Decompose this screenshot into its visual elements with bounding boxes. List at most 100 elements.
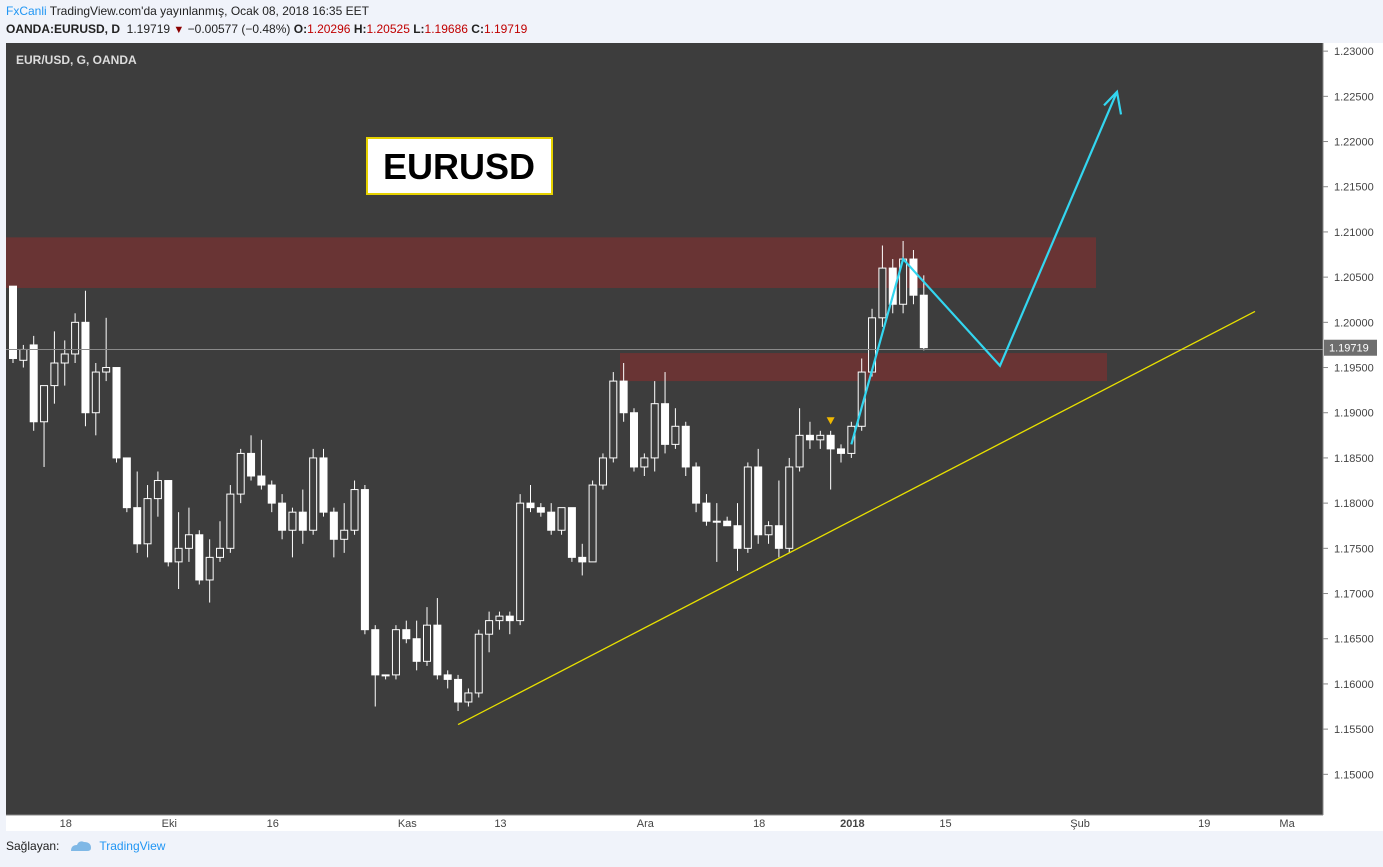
- candle: [267, 480, 276, 513]
- y-tick-label: 1.20500: [1334, 272, 1374, 284]
- candle: [454, 674, 463, 712]
- high-label: H:: [353, 22, 367, 36]
- candle: [640, 453, 649, 477]
- candle: [153, 471, 162, 517]
- candle-body: [692, 466, 701, 504]
- candle-body: [257, 475, 266, 486]
- candle-body: [630, 412, 638, 468]
- candle-body: [112, 367, 121, 459]
- candle-body: [267, 484, 276, 504]
- candle: [733, 503, 742, 571]
- tradingview-link[interactable]: TradingView: [69, 839, 165, 853]
- candle-body: [423, 624, 431, 662]
- candle-body: [319, 457, 328, 513]
- candle: [692, 462, 701, 513]
- candle-body: [909, 258, 918, 296]
- candle-body: [681, 425, 690, 468]
- candle-body: [122, 457, 131, 509]
- y-tick-label: 1.22500: [1334, 91, 1374, 103]
- candle-body: [226, 493, 235, 549]
- candle: [288, 507, 297, 558]
- x-tick-label: 2018: [840, 818, 864, 830]
- y-tick-label: 1.17000: [1334, 589, 1374, 601]
- candle: [847, 421, 856, 458]
- x-tick-label: 16: [267, 818, 279, 830]
- candle: [505, 611, 514, 635]
- candle-body: [247, 452, 256, 477]
- candle-body: [81, 321, 90, 414]
- candle: [412, 620, 421, 671]
- close-label: C:: [471, 22, 484, 36]
- candle: [184, 507, 193, 562]
- candle-body: [785, 466, 794, 549]
- candle: [578, 543, 587, 576]
- candle-body: [516, 502, 525, 622]
- candle: [712, 503, 721, 562]
- candle: [402, 620, 411, 644]
- chart-area[interactable]: 1.23000 1.22500 1.22000 1.21500 1.21000 1.205…: [0, 43, 1383, 831]
- candle: [598, 453, 607, 490]
- candle: [60, 340, 69, 386]
- candle: [764, 521, 773, 544]
- candle-body: [598, 457, 607, 486]
- x-tick-label: Ara: [637, 818, 655, 830]
- candle-body: [919, 294, 928, 349]
- candle-body: [578, 556, 587, 563]
- candle-body: [712, 520, 721, 523]
- candle-body: [567, 507, 576, 558]
- candle: [630, 408, 638, 472]
- y-tick-label: 1.16500: [1334, 634, 1374, 646]
- candle: [226, 485, 235, 553]
- candle: [195, 530, 204, 585]
- candle: [485, 611, 494, 653]
- candle: [650, 381, 659, 472]
- candle: [516, 494, 525, 626]
- candle-body: [723, 520, 732, 527]
- y-tick-label: 1.15000: [1334, 769, 1374, 781]
- candle-body: [754, 466, 763, 536]
- ohlc-line: OANDA:EURUSD, D 1.19719 ▼ −0.00577 (−0.4…: [6, 22, 527, 36]
- candle-body: [774, 525, 783, 549]
- candle: [371, 625, 380, 707]
- time-axis[interactable]: [6, 815, 1383, 831]
- candle-body: [205, 556, 214, 581]
- low-value: 1.19686: [424, 22, 468, 36]
- candle-body: [433, 624, 442, 676]
- projection-arrowhead: [1103, 89, 1123, 115]
- candle-body: [474, 633, 483, 694]
- candle-body: [236, 452, 245, 495]
- candle: [526, 485, 535, 513]
- candle: [81, 290, 90, 427]
- candle: [71, 313, 80, 364]
- price-chart[interactable]: 1.23000 1.22500 1.22000 1.21500 1.21000 1.205…: [0, 43, 1383, 831]
- low-label: L:: [413, 22, 425, 36]
- candle: [443, 670, 452, 689]
- last-price: 1.19719: [126, 22, 171, 36]
- candle-body: [350, 489, 359, 531]
- candle: [919, 275, 928, 351]
- signal-marker: [826, 417, 835, 425]
- candle-body: [661, 403, 670, 445]
- candle-body: [671, 425, 680, 445]
- published-text: TradingView.com'da yayınlanmış, Ocak 08,…: [46, 4, 369, 18]
- trendline: [457, 310, 1256, 726]
- candle: [474, 629, 483, 698]
- candle-body: [609, 380, 618, 459]
- candle: [50, 331, 59, 404]
- candle: [329, 507, 338, 558]
- down-arrow-icon: ▼: [173, 24, 185, 36]
- candle: [671, 408, 680, 449]
- candle: [236, 448, 245, 504]
- candle: [661, 372, 670, 454]
- candle-body: [805, 434, 814, 441]
- candle-body: [505, 615, 514, 622]
- x-tick-label: 19: [1198, 818, 1210, 830]
- candle: [826, 430, 835, 490]
- candle-body: [174, 547, 183, 563]
- candle-body: [298, 511, 307, 531]
- candle: [112, 367, 121, 463]
- candle: [816, 430, 825, 449]
- price-axis[interactable]: [1323, 43, 1383, 831]
- candle-body: [878, 267, 887, 319]
- candle-body: [495, 615, 504, 622]
